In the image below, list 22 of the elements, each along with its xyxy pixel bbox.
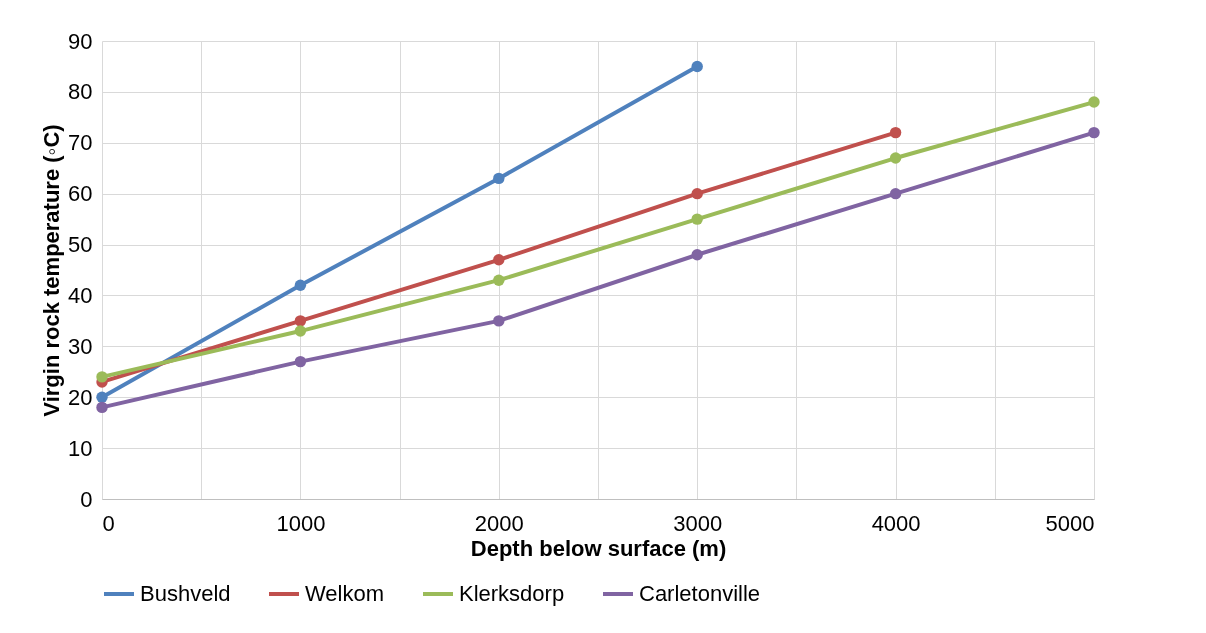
- y-axis-title: Virgin rock temperature (◦C): [39, 124, 65, 417]
- y-tick-label: 80: [68, 79, 93, 105]
- y-tick-label: 20: [68, 384, 93, 410]
- legend-label: Welkom: [305, 581, 385, 606]
- x-tick-label: 2000: [474, 510, 524, 536]
- y-tick-label: 40: [68, 282, 93, 308]
- y-tick-label: 30: [68, 333, 93, 359]
- x-tick-label: 3000: [673, 510, 723, 536]
- y-tick-label: 60: [68, 181, 93, 207]
- x-tick-label: 1000: [276, 510, 326, 536]
- y-tick-label: 90: [68, 28, 93, 54]
- x-tick-label: 0: [102, 510, 115, 536]
- y-tick-label: 70: [68, 130, 93, 156]
- y-tick-label: 50: [68, 232, 93, 258]
- legend-label: Klerksdorp: [459, 581, 565, 606]
- y-tick-label: 10: [68, 435, 93, 461]
- y-tick-label: 0: [80, 486, 93, 512]
- legend-label: Bushveld: [140, 581, 231, 606]
- x-tick-label: 5000: [1045, 510, 1095, 536]
- x-tick-label: 4000: [871, 510, 921, 536]
- x-axis-title: Depth below surface (m): [470, 535, 727, 561]
- legend-label: Carletonville: [639, 581, 761, 606]
